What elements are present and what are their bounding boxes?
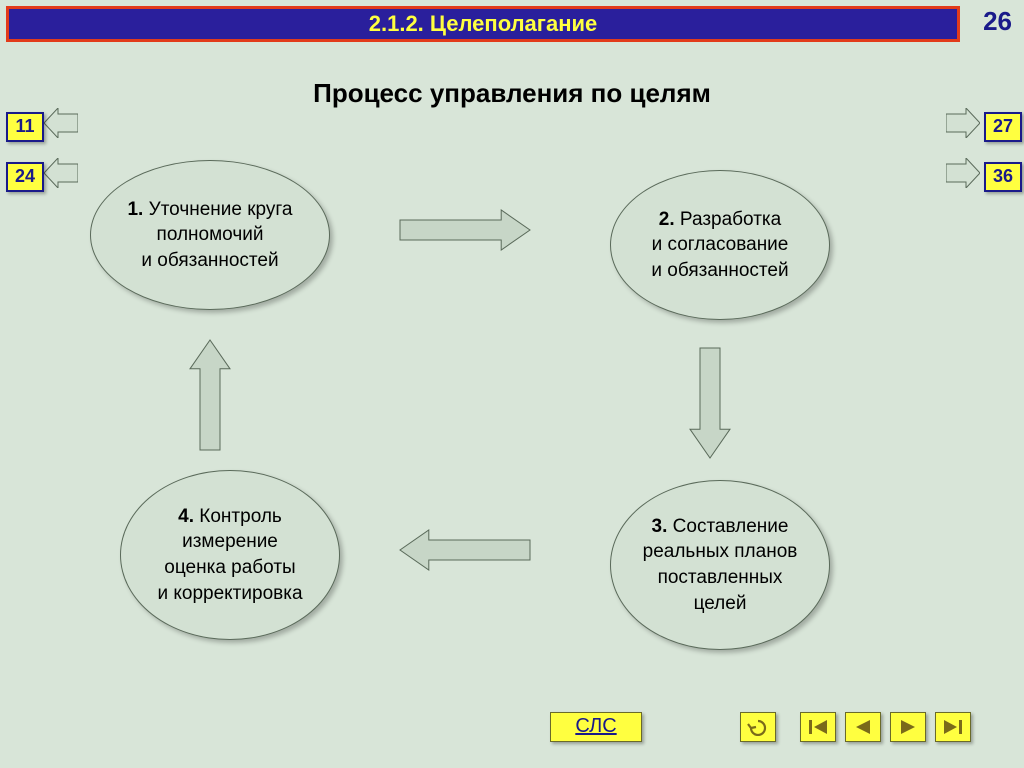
next-button[interactable]	[890, 712, 926, 742]
last-icon	[942, 718, 964, 736]
prev-button[interactable]	[845, 712, 881, 742]
first-button[interactable]	[800, 712, 836, 742]
last-button[interactable]	[935, 712, 971, 742]
sls-button[interactable]: СЛС	[550, 712, 642, 742]
first-icon	[807, 718, 829, 736]
flow-arrows	[0, 0, 1024, 768]
prev-icon	[852, 718, 874, 736]
undo-button[interactable]	[740, 712, 776, 742]
next-icon	[897, 718, 919, 736]
undo-icon	[747, 718, 769, 736]
